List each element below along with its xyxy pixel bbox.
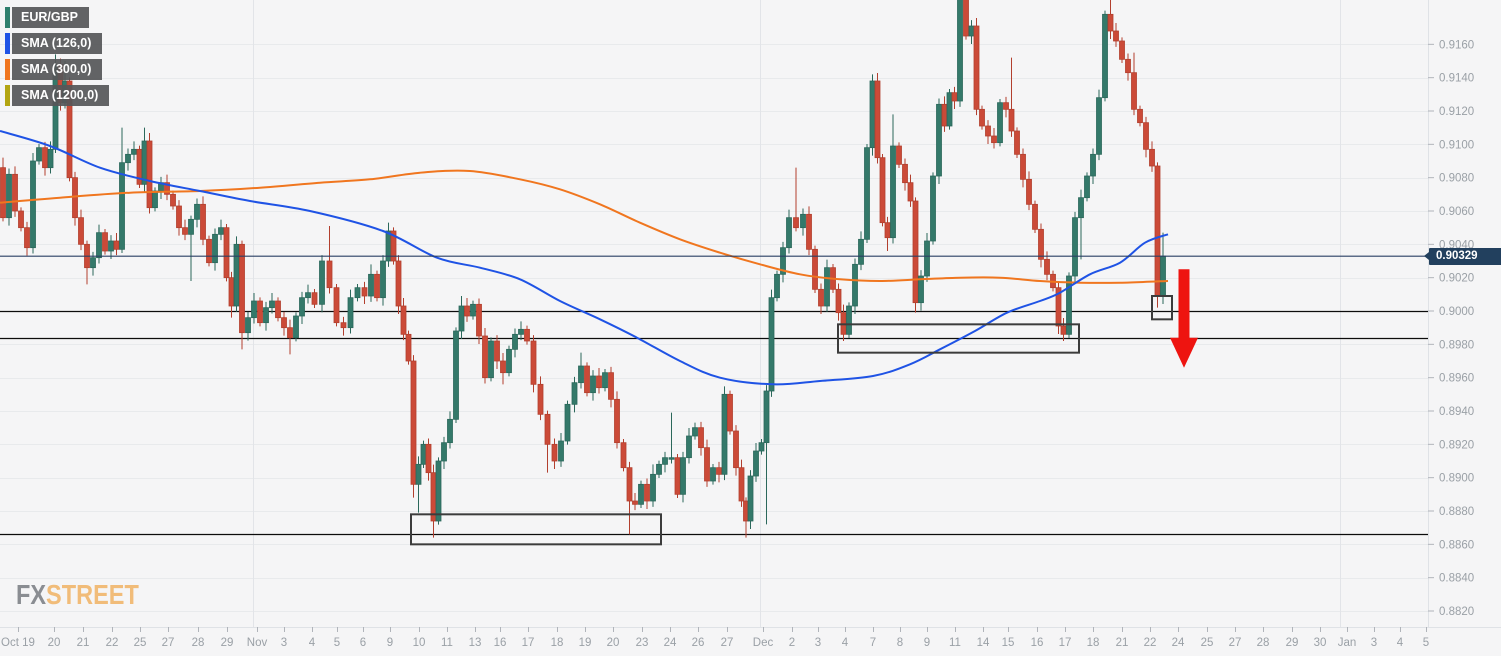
time-axis-label: 24: [664, 637, 677, 649]
time-axis-label: 11: [441, 637, 453, 649]
sma-126-line: [0, 130, 1169, 386]
time-axis-label: 17: [1059, 637, 1072, 649]
time-axis-label: 16: [1031, 637, 1044, 649]
time-axis-label: 27: [721, 637, 734, 649]
legend-item-sma300[interactable]: SMA (300,0): [5, 59, 109, 80]
time-axis-label: 23: [636, 637, 649, 649]
current-price-badge: 0.90329: [1424, 248, 1501, 265]
price-axis-label: 0.9060: [1439, 206, 1474, 218]
time-axis-label: 3: [281, 637, 287, 649]
sma1200-label: SMA (1200,0): [12, 85, 110, 106]
time-axis-label: 3: [815, 637, 821, 649]
sma126-label: SMA (126,0): [12, 33, 103, 54]
time-axis-label: 16: [494, 637, 507, 649]
time-axis-label: 21: [1116, 637, 1129, 649]
price-axis-label: 0.8880: [1439, 506, 1474, 518]
fxstreet-watermark: FXSTREET: [16, 579, 139, 611]
time-axis-label: 21: [77, 637, 90, 649]
support-zone-box[interactable]: [837, 323, 1080, 354]
time-axis-label: 18: [1087, 637, 1100, 649]
candles-layer: [0, 0, 1166, 538]
time-axis-label: Dec: [753, 637, 774, 649]
time-axis-label: 7: [870, 637, 876, 649]
sma1200-color-swatch: [5, 85, 10, 106]
price-axis-label: 0.8980: [1439, 339, 1474, 351]
price-axis-label: 0.9080: [1439, 173, 1474, 185]
time-axis-label: 13: [469, 637, 482, 649]
time-axis-label: 20: [48, 637, 61, 649]
legend-item-sma1200[interactable]: SMA (1200,0): [5, 85, 110, 106]
time-axis-label: Oct 19: [1, 637, 35, 649]
time-axis-label: 10: [413, 637, 426, 649]
price-axis-label: 0.9020: [1439, 273, 1474, 285]
time-axis-label: 4: [842, 637, 849, 649]
time-axis-label: 3: [1371, 637, 1377, 649]
time-axis-label: 9: [924, 637, 930, 649]
time-axis-label: 25: [134, 637, 147, 649]
time-axis-label: 6: [360, 637, 366, 649]
price-axis-label: 0.9160: [1439, 39, 1474, 51]
price-axis-label: 0.9120: [1439, 106, 1474, 118]
time-axis-label: 17: [522, 637, 535, 649]
time-axis-label: 9: [387, 637, 393, 649]
sma300-label: SMA (300,0): [12, 59, 103, 80]
price-axis-label: 0.8940: [1439, 406, 1474, 418]
time-axis-label: 28: [192, 637, 205, 649]
price-axis-label: 0.8900: [1439, 473, 1474, 485]
time-axis-label: 28: [1257, 637, 1270, 649]
time-axis-label: Jan: [1338, 637, 1357, 649]
time-axis-label: 14: [977, 637, 990, 649]
support-zone-box[interactable]: [410, 513, 662, 546]
time-axis-label: 24: [1172, 637, 1185, 649]
price-axis-label: 0.8840: [1439, 573, 1474, 585]
time-axis-label: 22: [1144, 637, 1157, 649]
time-axis-label: 4: [1397, 637, 1404, 649]
time-axis-label: 27: [1229, 637, 1242, 649]
legend-item-sma126[interactable]: SMA (126,0): [5, 33, 109, 54]
chart-legend: EUR/GBP SMA (126,0) SMA (300,0) SMA (120…: [5, 7, 110, 111]
time-axis-label: 18: [551, 637, 564, 649]
price-axis-label: 0.8960: [1439, 373, 1474, 385]
support-boxes: [410, 295, 1173, 546]
time-axis-label: 2: [789, 637, 795, 649]
down-arrow-annotation[interactable]: [1170, 269, 1198, 368]
price-axis-label: 0.8820: [1439, 606, 1474, 618]
sma300-color-swatch: [5, 59, 10, 80]
watermark-street: STREET: [46, 579, 139, 610]
time-axis-label: 20: [607, 637, 620, 649]
symbol-label: EUR/GBP: [12, 7, 89, 28]
time-axis-label: 30: [1314, 637, 1327, 649]
support-zone-box[interactable]: [1151, 295, 1173, 321]
time-axis-label: 29: [1286, 637, 1299, 649]
time-axis-label: 22: [106, 637, 119, 649]
time-axis-label: 4: [309, 637, 316, 649]
time-axis-label: 25: [1201, 637, 1214, 649]
watermark-fx: FX: [16, 579, 47, 610]
time-axis-label: 8: [897, 637, 903, 649]
price-axis-label: 0.8860: [1439, 539, 1474, 551]
time-axis-label: 19: [579, 637, 592, 649]
time-axis-label: 5: [334, 637, 340, 649]
time-axis-label: 29: [221, 637, 234, 649]
sma-300-line: [0, 169, 1169, 284]
legend-item-symbol[interactable]: EUR/GBP: [5, 7, 109, 28]
price-axis-label: 0.9100: [1439, 139, 1474, 151]
time-axis-label: 15: [1002, 637, 1015, 649]
time-axis-label: 27: [162, 637, 175, 649]
price-axis-label: 0.8920: [1439, 439, 1474, 451]
time-axis-label: 26: [692, 637, 705, 649]
price-axis-label: 0.9140: [1439, 73, 1474, 85]
time-axis-label: 5: [1423, 637, 1429, 649]
price-axis-label: 0.9000: [1439, 306, 1474, 318]
sma126-color-swatch: [5, 33, 10, 54]
time-axis-label: Nov: [247, 637, 268, 649]
symbol-color-swatch: [5, 7, 10, 28]
time-axis-label: 11: [949, 637, 961, 649]
